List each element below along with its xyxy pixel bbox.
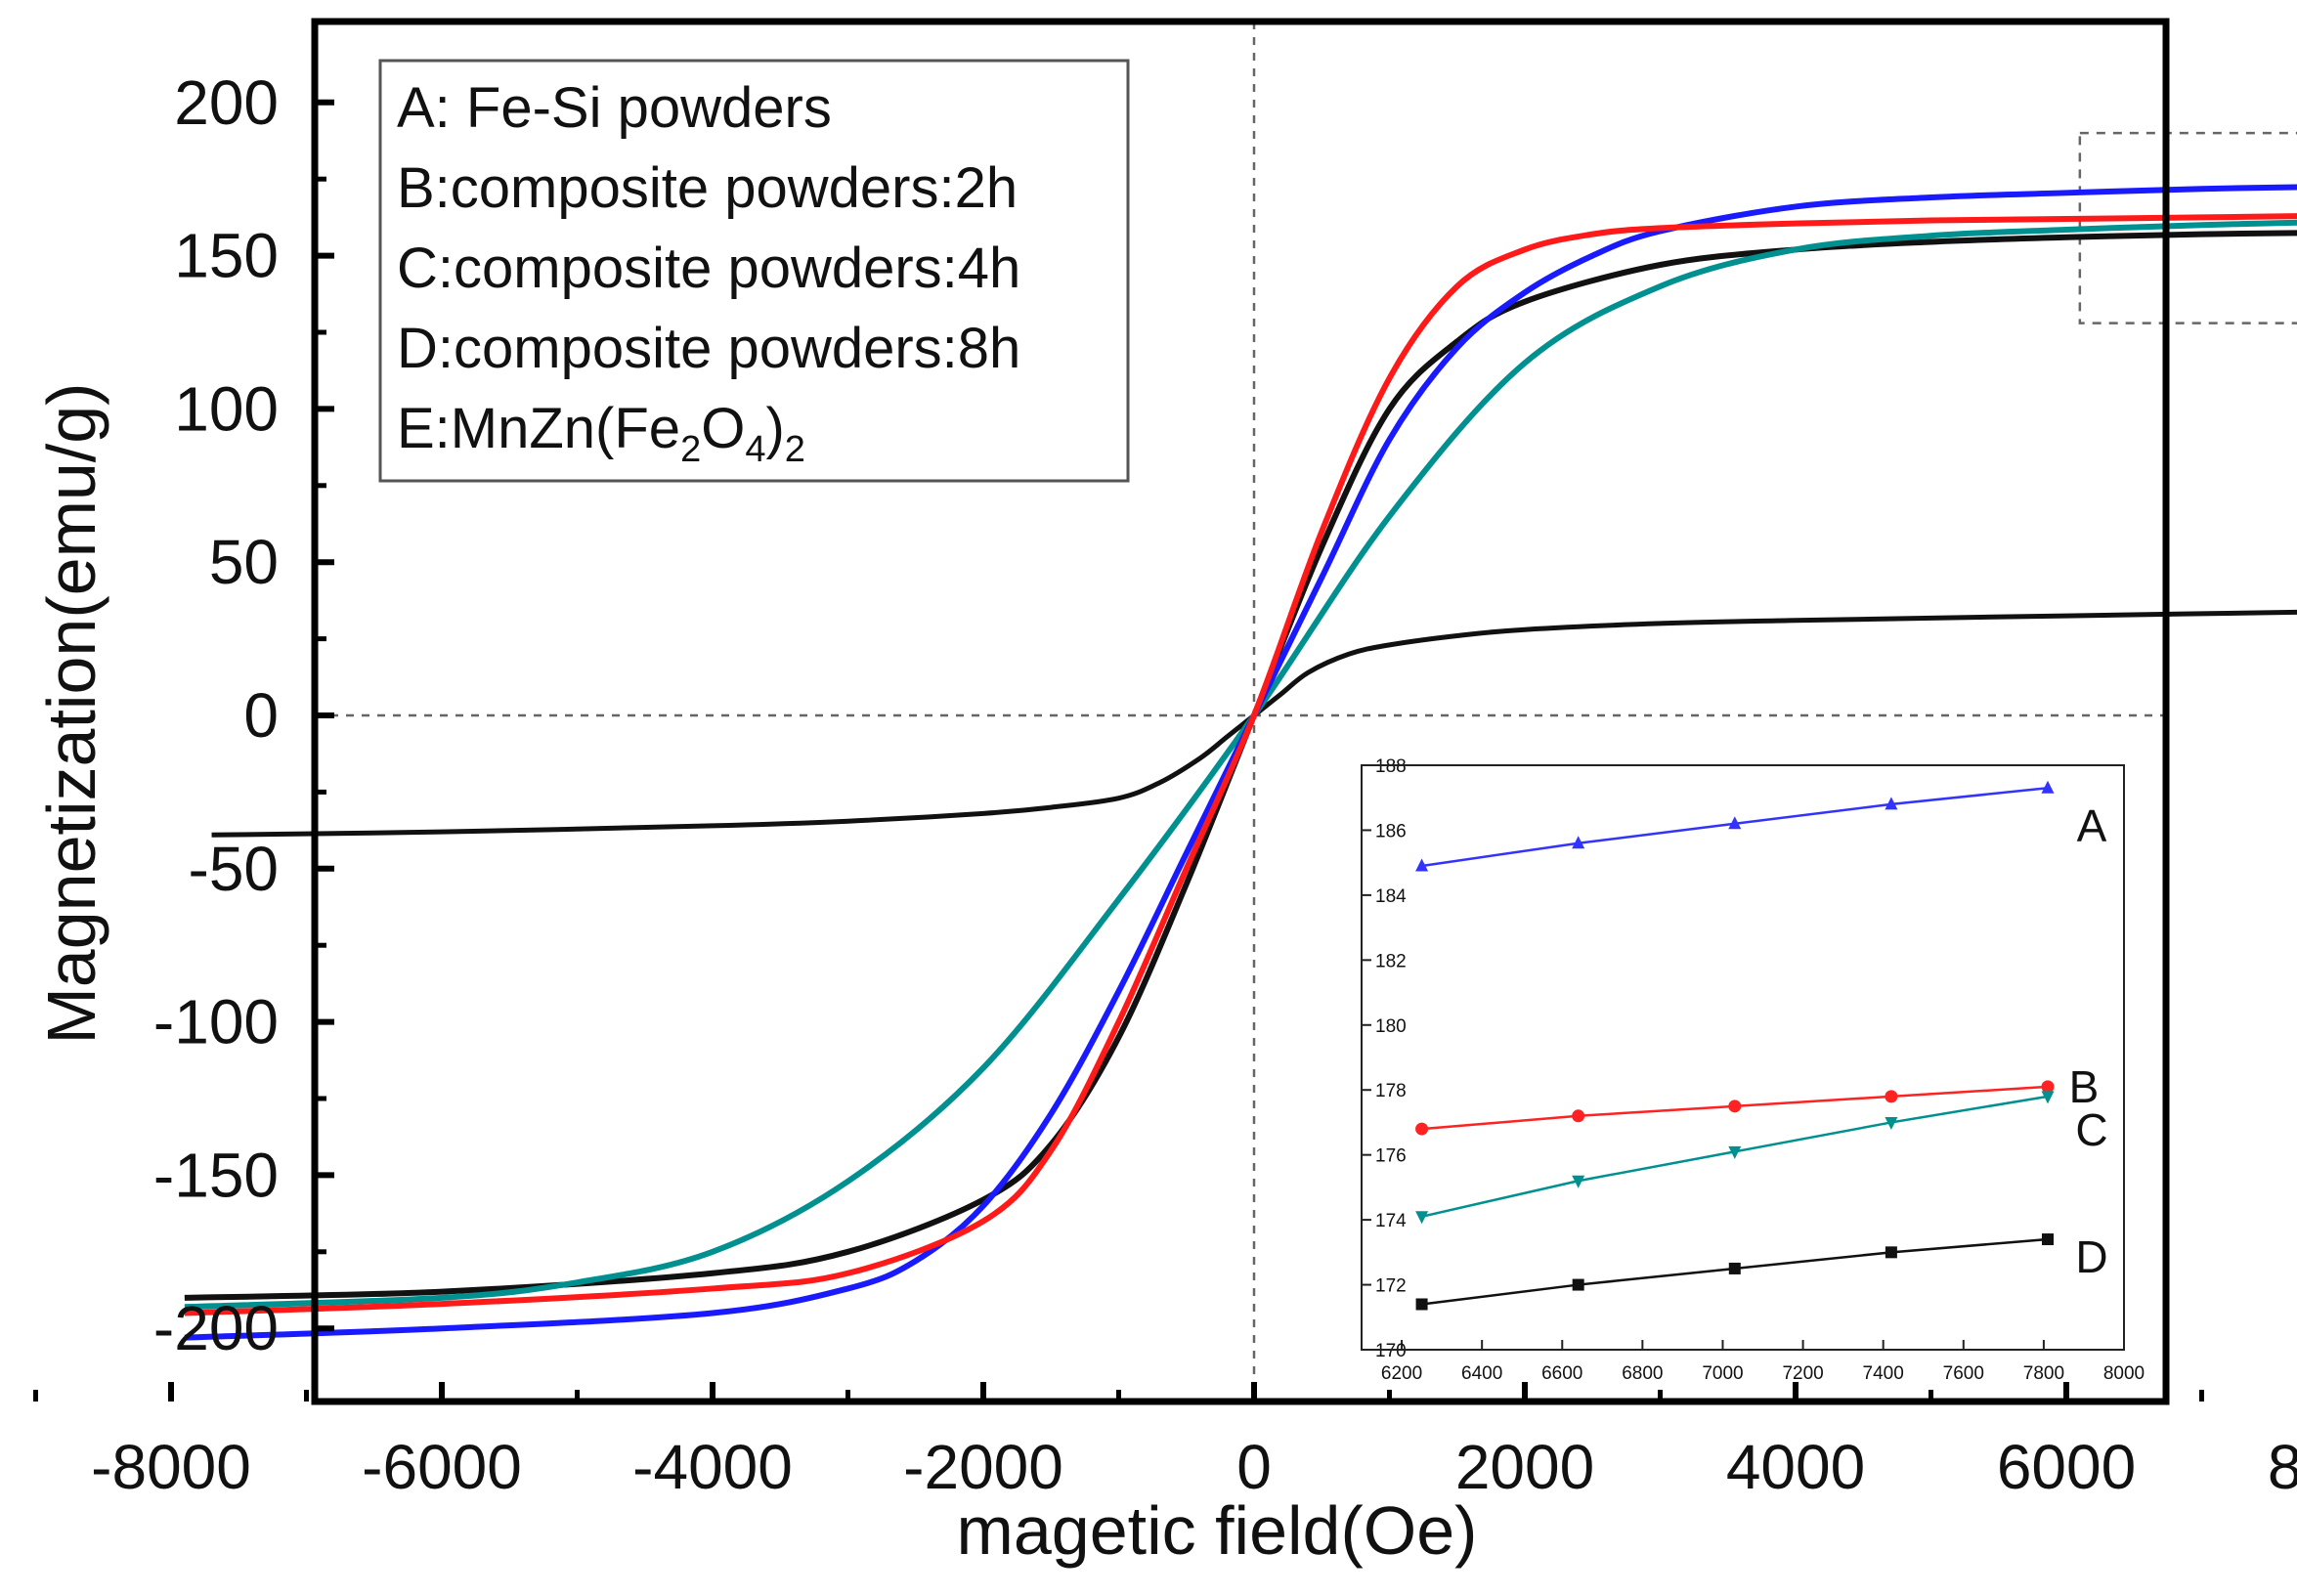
x-tick-label-4000: 4000 [1726, 1432, 1865, 1502]
legend-entry-e-mid: O [701, 397, 745, 460]
y-axis-title: Magnetization(emu/g) [33, 383, 109, 1045]
legend-box [378, 59, 1130, 483]
legend-entry-e: E:MnZn(Fe2O4)2 [397, 397, 805, 470]
legend-entry-e-sub3: 2 [785, 429, 805, 470]
inset-y-tick-label-172: 172 [1375, 1276, 1407, 1297]
y-tick-label-100: 100 [174, 373, 279, 444]
inset-series-b-marker-5 [2041, 1080, 2055, 1094]
inset-y-tick-label-188: 188 [1375, 756, 1407, 777]
y-tick-label-50: 50 [209, 527, 279, 597]
legend-entry-e-sub1: 2 [680, 429, 701, 470]
y-tick-label-150: 150 [174, 221, 279, 291]
inset-x-tick-label-7200: 7200 [1782, 1363, 1823, 1384]
inset-end-label-b: B [2069, 1061, 2100, 1112]
inset-series-c-marker-5 [2041, 1091, 2055, 1104]
inset-series-b-marker-3 [1728, 1100, 1742, 1113]
inset-series-a-marker-5 [2041, 780, 2055, 794]
x-tick-label-m8000: -8000 [91, 1432, 251, 1502]
y-tick-label-m50: -50 [189, 834, 280, 904]
inset-series-a-marker-4 [1885, 797, 1898, 810]
legend-entry-e-sub2: 4 [745, 429, 765, 470]
inset-series-b-marker-2 [1572, 1109, 1585, 1123]
inset-series-a-marker-2 [1572, 836, 1585, 849]
inset-series-d-marker-3 [1728, 1262, 1741, 1274]
x-tick-label-6000: 6000 [1997, 1432, 2136, 1502]
inset-series-a-marker-1 [1415, 858, 1429, 872]
main-plot-frame [311, 18, 2170, 1405]
series-c-curve [184, 219, 2297, 1311]
x-tick-label-8000: 8000 [2268, 1432, 2297, 1502]
x-tick-label-m2000: -2000 [903, 1432, 1063, 1502]
inset-x-tick-label-6800: 6800 [1622, 1363, 1663, 1384]
x-axis-title: magetic field(Oe) [957, 1492, 1478, 1569]
inset-y-tick-label-180: 180 [1375, 1016, 1407, 1037]
main-series-curves [184, 184, 2297, 1341]
inset-x-tick-label-6400: 6400 [1461, 1363, 1502, 1384]
inset-x-tick-label-7400: 7400 [1863, 1363, 1904, 1384]
inset-y-tick-label-174: 174 [1375, 1211, 1407, 1231]
inset-x-tick-label-7800: 7800 [2023, 1363, 2064, 1384]
x-tick-label-2000: 2000 [1455, 1432, 1594, 1502]
legend-entry-b: B:composite powders:2h [397, 156, 1018, 220]
inset-series-b-marker-1 [1415, 1122, 1429, 1136]
inset-y-tick-label-186: 186 [1375, 821, 1407, 841]
inset-x-tick-label-7600: 7600 [1943, 1363, 1984, 1384]
inset-y-tick-label-184: 184 [1375, 886, 1407, 907]
inset-x-tick-label-6600: 6600 [1541, 1363, 1582, 1384]
legend-entry-d: D:composite powders:8h [397, 317, 1020, 380]
inset-series-a-marker-3 [1728, 816, 1742, 830]
x-tick-label-m6000: -6000 [362, 1432, 522, 1502]
inset-y-tick-label-176: 176 [1375, 1146, 1407, 1167]
legend: A: Fe-Si powders B:composite powders:2h … [378, 59, 1130, 483]
inset-y-tick-label-170: 170 [1375, 1341, 1407, 1361]
y-tick-label-m100: -100 [153, 987, 279, 1057]
x-tick-label-0: 0 [1236, 1432, 1272, 1502]
inset-x-tick-label-7000: 7000 [1702, 1363, 1743, 1384]
y-tick-label-m150: -150 [153, 1140, 279, 1210]
inset-chart: 6200 6400 6600 6800 7000 7200 7400 7600 7800 8000… [1361, 756, 2145, 1384]
inset-y-tick-label-178: 178 [1375, 1081, 1407, 1101]
y-tick-label-200: 200 [174, 67, 279, 138]
inset-series-d-marker-2 [1572, 1278, 1584, 1291]
inset-series: A BC D [1415, 780, 2108, 1311]
series-a-curve [184, 184, 2297, 1341]
inset-series-d-marker-1 [1415, 1298, 1428, 1311]
inset-y-tick-label-182: 182 [1375, 951, 1407, 971]
series-b-curve [184, 213, 2297, 1316]
inset-series-d-marker-5 [2042, 1233, 2054, 1246]
inset-series-c-marker-1 [1415, 1211, 1429, 1225]
x-tick-label-m4000: -4000 [632, 1432, 793, 1502]
y-tick-label-m200: -200 [153, 1293, 279, 1363]
legend-entry-a: A: Fe-Si powders [397, 76, 832, 140]
inset-background [1362, 765, 2124, 1350]
legend-entry-e-close: ) [765, 397, 784, 460]
y-tick-label-0: 0 [243, 680, 279, 751]
inset-series-d-marker-4 [1885, 1246, 1897, 1259]
legend-entry-c: C:composite powders:4h [397, 237, 1020, 300]
inset-series-b-marker-4 [1885, 1090, 1898, 1103]
inset-end-label-a: A [2077, 800, 2107, 851]
inset-series-c-marker-4 [1885, 1116, 1898, 1130]
inset-frame [1361, 764, 2125, 1351]
main-axis-ticks: -10000-8000-6000-4000-200002000400060008… [33, 67, 2297, 1502]
legend-entry-e-prefix: E:MnZn(Fe [397, 397, 680, 460]
inset-end-label-d: D [2075, 1231, 2107, 1282]
inset-x-tick-label-8000: 8000 [2103, 1363, 2145, 1384]
inset-x-tick-label-6200: 6200 [1381, 1363, 1422, 1384]
inset-series-c-marker-2 [1572, 1175, 1585, 1188]
inset-axis-ticks: 6200 6400 6600 6800 7000 7200 7400 7600 7800 8000… [1362, 756, 2145, 1384]
inset-series-c-marker-3 [1728, 1145, 1742, 1159]
inset-end-label-c: C [2075, 1104, 2107, 1155]
